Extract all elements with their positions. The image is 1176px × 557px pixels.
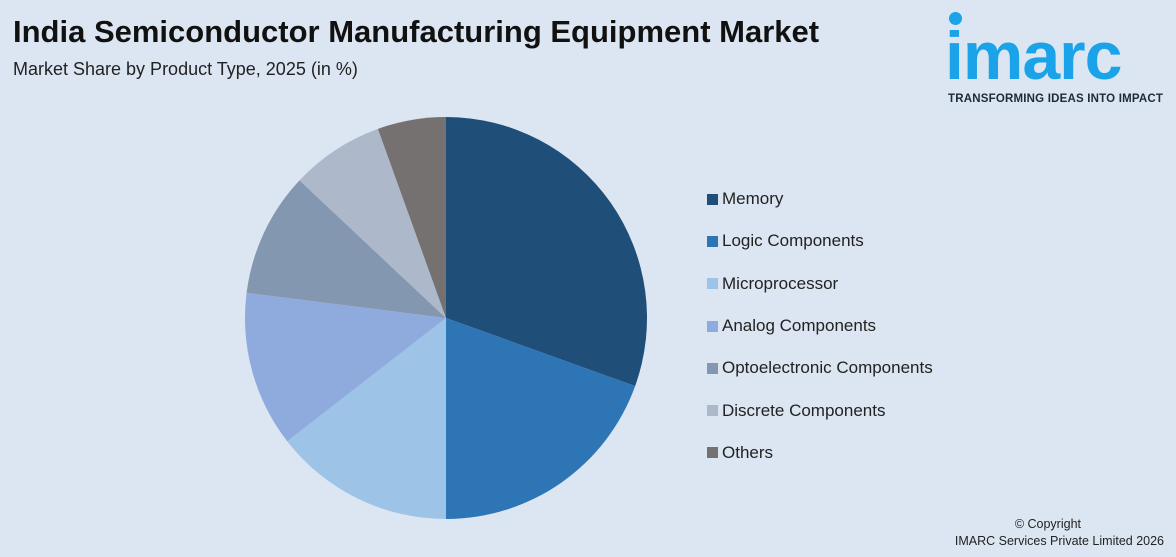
legend-swatch — [707, 235, 718, 247]
legend-label: Logic Components — [722, 231, 864, 251]
chart-legend: Memory Logic Components Microprocessor Anal… — [707, 178, 933, 474]
legend-label: Optoelectronic Components — [722, 358, 933, 378]
legend-item-optoelectronic-components: Optoelectronic Components — [707, 347, 933, 389]
pie-slice-memory — [446, 117, 648, 387]
legend-item-analog-components: Analog Components — [707, 305, 933, 347]
legend-label: Others — [722, 442, 774, 462]
pie-slice-logic-components — [446, 318, 636, 519]
legend-item-discrete-components: Discrete Components — [707, 389, 933, 431]
legend-label: Microprocessor — [722, 273, 839, 293]
chart-subtitle: Market Share by Product Type, 2025 (in %… — [13, 59, 358, 79]
legend-label: Analog Components — [722, 316, 877, 336]
legend-item-microprocessor: Microprocessor — [707, 263, 933, 305]
imarc-logo: imarc TRANSFORMING IDEAS INTO IMPACT — [945, 8, 1173, 108]
copyright-notice: © Copyright IMARC Services Private Limit… — [955, 516, 1164, 550]
pie-slice-others — [377, 117, 446, 318]
legend-swatch — [707, 193, 718, 205]
legend-swatch — [707, 278, 718, 290]
legend-item-logic-components: Logic Components — [707, 220, 933, 262]
pie-slice-optoelectronic-components — [246, 180, 446, 318]
logo-dot-icon — [949, 12, 962, 25]
legend-label: Discrete Components — [722, 400, 886, 420]
legend-item-others: Others — [707, 432, 933, 474]
legend-label: Memory — [722, 189, 784, 209]
legend-swatch — [707, 320, 718, 332]
pie-slice-analog-components — [244, 292, 446, 442]
legend-swatch — [707, 447, 718, 459]
copyright-line-1: © Copyright — [1014, 517, 1081, 531]
legend-swatch — [707, 405, 718, 417]
copyright-line-2: IMARC Services Private Limited 2026 — [954, 534, 1164, 548]
pie-slice-microprocessor — [287, 318, 446, 519]
pie-chart — [244, 117, 648, 519]
logo-wordmark: imarc — [945, 18, 1122, 94]
chart-title: India Semiconductor Manufacturing Equipm… — [13, 14, 820, 49]
logo-tagline: TRANSFORMING IDEAS INTO IMPACT — [948, 93, 1164, 105]
legend-swatch — [707, 362, 718, 374]
pie-slice-discrete-components — [299, 128, 446, 318]
legend-item-memory: Memory — [707, 178, 933, 220]
